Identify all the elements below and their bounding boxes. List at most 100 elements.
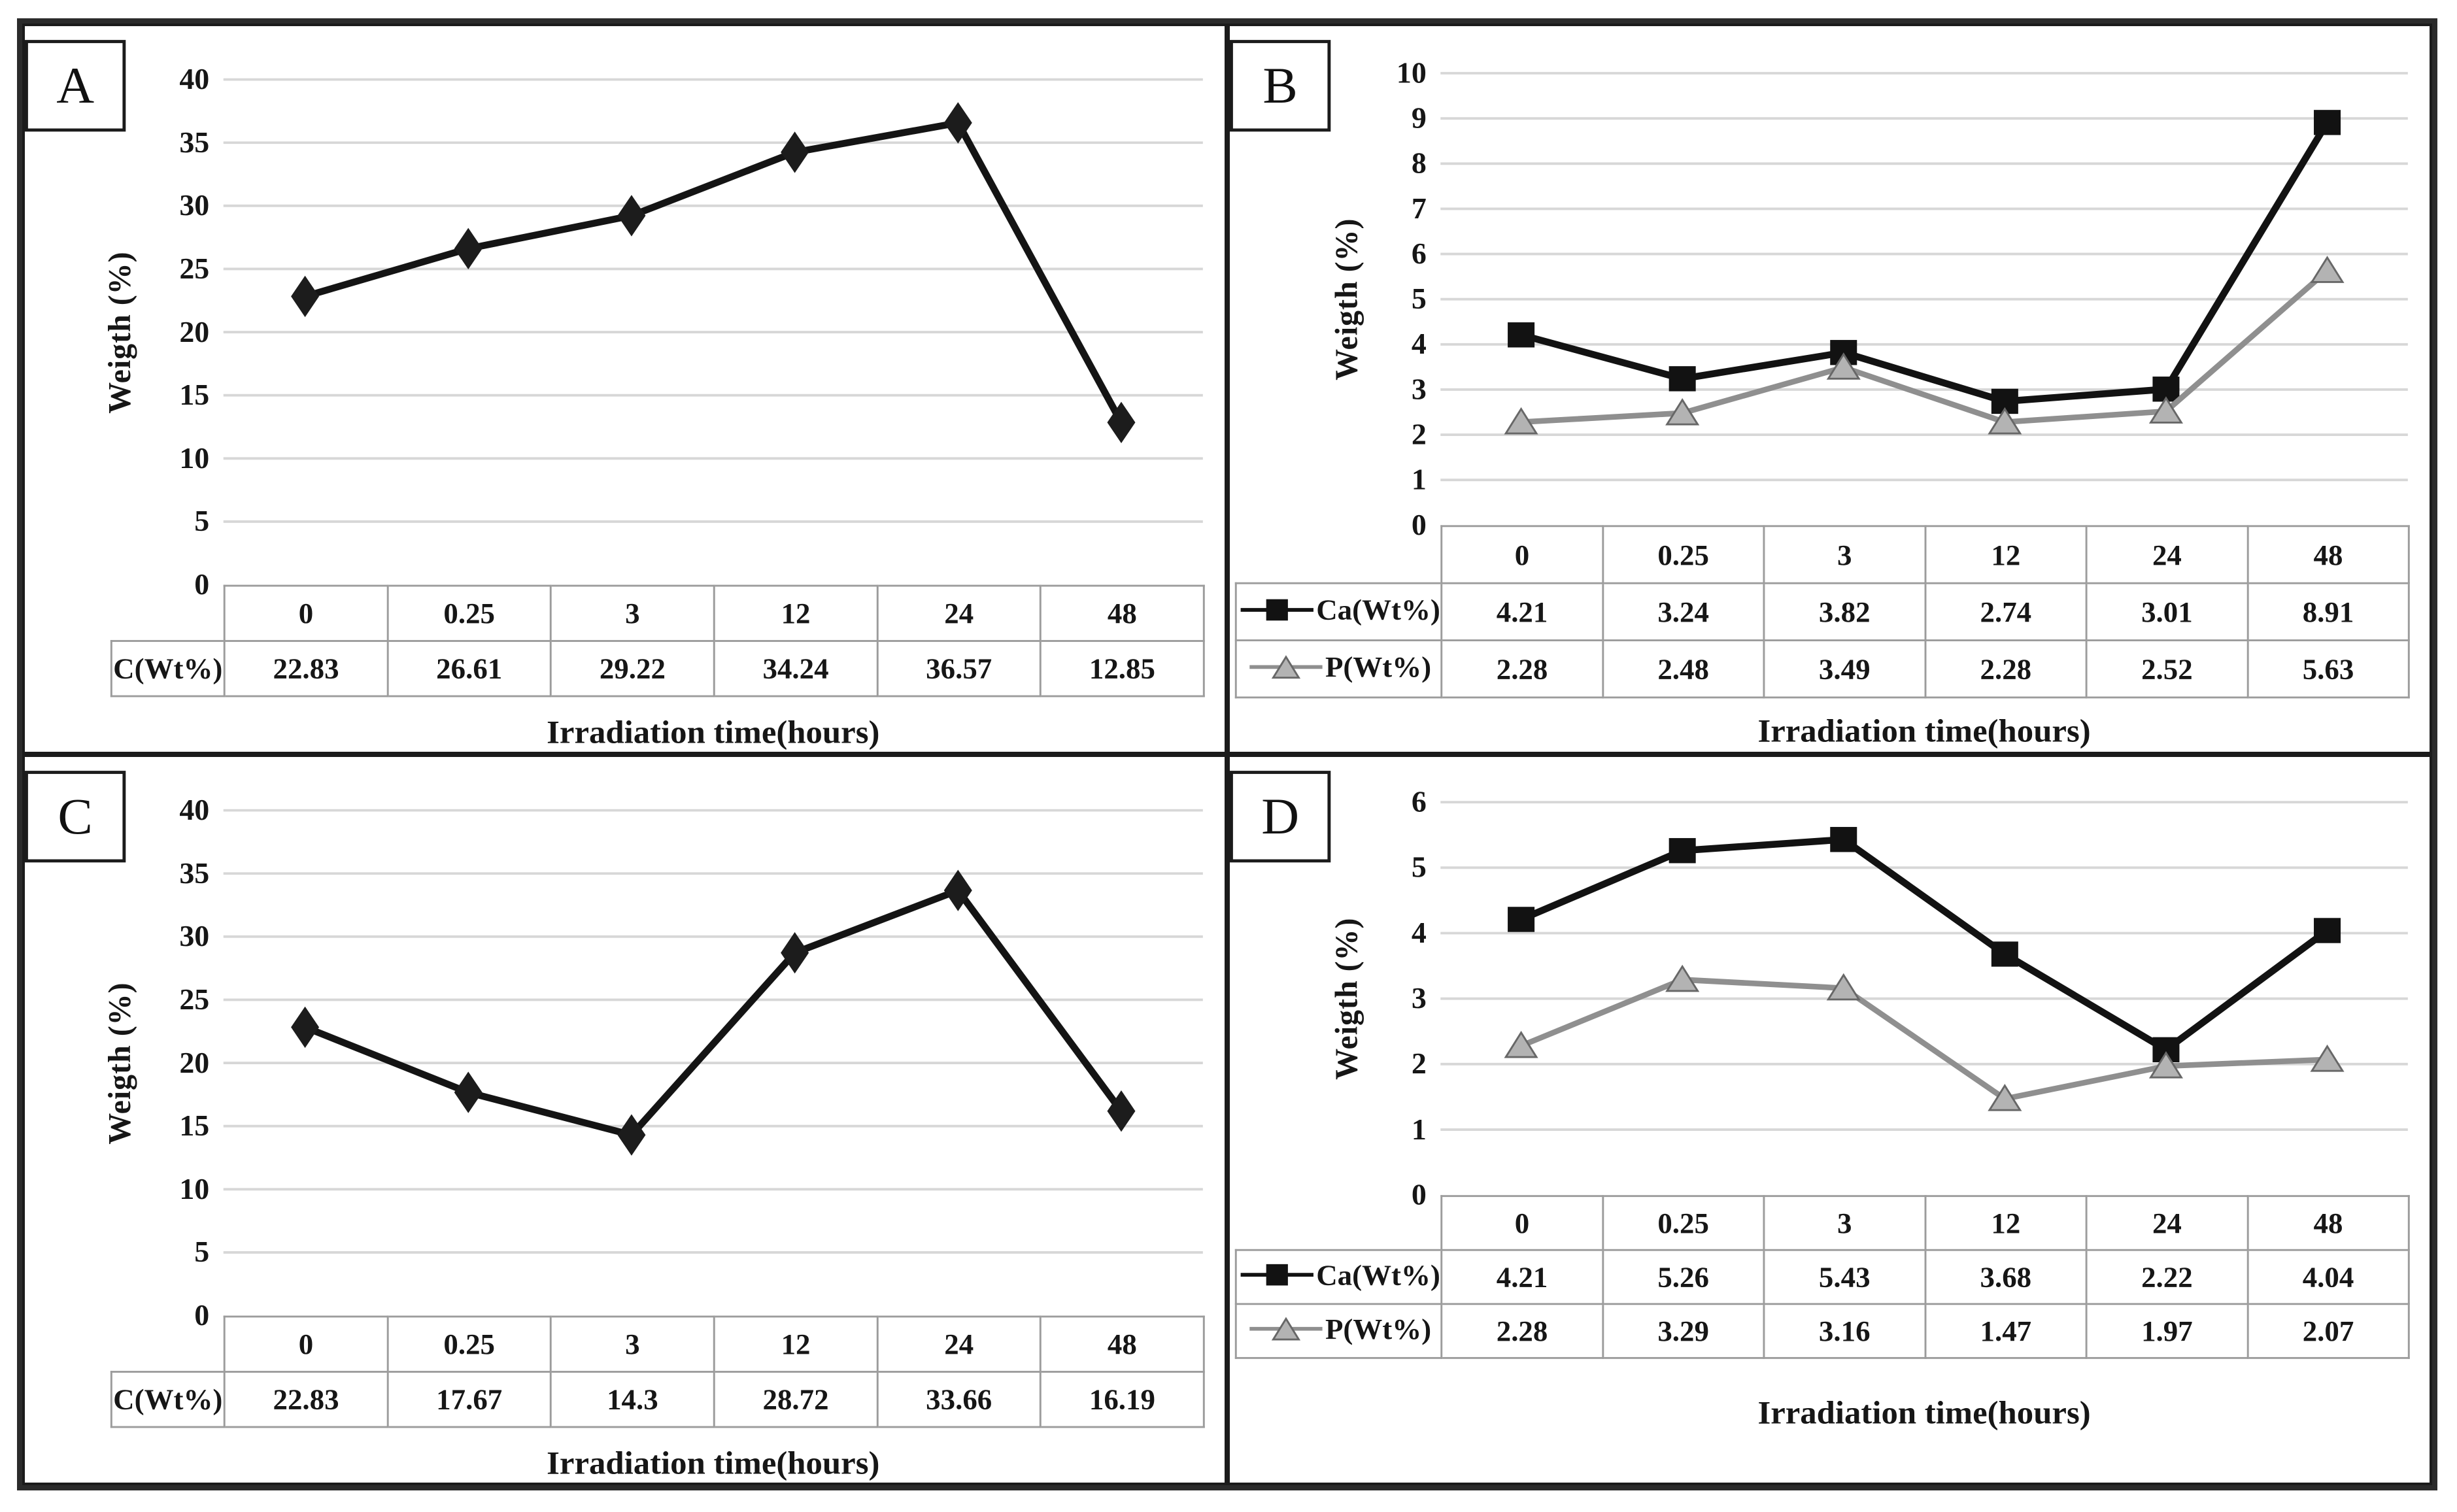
chart-canvas	[1440, 801, 2408, 1131]
data-table: 0 0.25 3 12 24 48 Ca(Wt%) 4.21 5.26 5.43 3.68 2.22 4…	[1234, 1195, 2410, 1359]
row-label-cell: C(Wt%)	[110, 1371, 226, 1428]
y-tick-label: 20	[179, 316, 210, 349]
value-cell: 4.04	[2246, 1249, 2410, 1305]
y-tick-label: 1	[1411, 1113, 1427, 1146]
series-name-label: P(Wt%)	[1325, 1313, 1432, 1345]
value-cell: 29.22	[550, 640, 715, 697]
x-category-cell: 0.25	[1601, 1195, 1765, 1251]
value-cell: 2.74	[1924, 582, 2088, 641]
y-tick-label: 35	[179, 126, 210, 160]
panel-label-box: A	[25, 40, 126, 132]
y-tick-label: 3	[1411, 373, 1427, 406]
data-table: 0 0.25 3 12 24 48 Ca(Wt%) 4.21 3.24 3.82 2.74 3.01 8…	[1234, 525, 2410, 699]
y-tick-label: 1	[1411, 463, 1427, 497]
x-category-cell: 48	[2246, 1195, 2410, 1251]
y-tick-label: 40	[179, 794, 210, 827]
value-cell: 34.24	[713, 640, 879, 697]
square-marker	[2314, 110, 2341, 135]
value-cell: 2.28	[1924, 639, 2088, 699]
value-cell: 22.83	[223, 640, 389, 697]
x-category-cell: 24	[876, 1315, 1042, 1373]
x-category-cell: 48	[1040, 584, 1205, 642]
x-category-cell: 24	[2085, 525, 2249, 584]
square-marker	[1991, 941, 2018, 967]
y-tick-label: 8	[1411, 147, 1427, 180]
value-cell: 28.72	[713, 1371, 879, 1428]
square-marker	[2314, 918, 2341, 943]
triangle-marker	[2148, 1050, 2183, 1079]
value-cell: 3.29	[1601, 1303, 1765, 1359]
value-cell: 22.83	[223, 1371, 389, 1428]
x-category-cell: 0	[1440, 525, 1604, 584]
diamond-marker	[1107, 401, 1136, 443]
panel-label: B	[1262, 57, 1298, 114]
value-cell: 2.28	[1440, 1303, 1604, 1359]
triangle-marker	[1504, 1030, 1538, 1058]
y-tick-label: 5	[194, 1235, 210, 1269]
value-cell: 16.19	[1040, 1371, 1205, 1428]
y-tick-label: 3	[1411, 982, 1427, 1015]
triangle-marker	[1988, 407, 2022, 435]
square-marker	[1830, 827, 1857, 852]
x-category-cell: 0.25	[386, 584, 552, 642]
y-tick-label: 6	[1411, 786, 1427, 819]
y-tick-label: 2	[1411, 418, 1427, 452]
value-cell: 3.82	[1763, 582, 1926, 641]
panel-label-box: C	[25, 771, 126, 863]
y-tick-label: 9	[1411, 102, 1427, 135]
y-tick-label: 10	[179, 1173, 210, 1206]
y-tick-label: 0	[194, 1299, 210, 1332]
y-tick-label: 25	[179, 983, 210, 1016]
diamond-marker	[781, 932, 809, 974]
value-cell: 3.68	[1924, 1249, 2088, 1305]
x-category-cell: 12	[1924, 1195, 2088, 1251]
value-cell: 5.63	[2246, 639, 2410, 699]
value-cell: 3.24	[1601, 582, 1765, 641]
x-category-cell: 3	[550, 1315, 715, 1373]
x-category-cell: 24	[876, 584, 1042, 642]
header-spacer-cell	[1236, 526, 1441, 583]
triangle-marker	[1988, 1084, 2022, 1111]
series-name-label: P(Wt%)	[1325, 650, 1432, 683]
y-tick-label: 0	[1411, 509, 1427, 542]
value-cell: 14.3	[550, 1371, 715, 1428]
square-marker	[1508, 907, 1535, 932]
value-cell: 2.28	[1440, 639, 1604, 699]
y-tick-label: 5	[194, 505, 210, 538]
row-label-cell: C(Wt%)	[110, 640, 226, 697]
diamond-marker	[291, 275, 320, 318]
gridlines	[1440, 801, 2408, 1131]
data-table: 0 0.25 3 12 24 48 C(Wt%) 22.83 17.67 14.3 28.72 33.…	[110, 1315, 1205, 1428]
triangle-marker	[2310, 1044, 2345, 1072]
series-p-wt	[1504, 964, 2345, 1111]
value-cell: 17.67	[386, 1371, 552, 1428]
value-cell: 4.21	[1440, 1249, 1604, 1305]
value-cell: 8.91	[2246, 582, 2410, 641]
legend-square-marker-icon	[1240, 599, 1314, 621]
triangle-marker	[1826, 352, 1861, 380]
x-category-cell: 12	[1924, 525, 2088, 584]
legend-triangle-marker-icon	[1249, 654, 1323, 679]
value-cell: 3.49	[1763, 639, 1926, 699]
x-category-cell: 12	[713, 1315, 879, 1373]
square-marker	[1508, 322, 1535, 348]
triangle-marker	[1665, 397, 1700, 426]
diamond-marker	[617, 195, 646, 237]
x-category-cell: 0.25	[386, 1315, 552, 1373]
value-cell: 4.21	[1440, 582, 1604, 641]
y-tick-label: 2	[1411, 1047, 1427, 1081]
x-category-cell: 0	[1440, 1195, 1604, 1251]
y-tick-label: 10	[1396, 57, 1427, 90]
header-spacer-cell	[1236, 1196, 1441, 1251]
series-c-wt	[291, 869, 1136, 1156]
value-cell: 2.48	[1601, 639, 1765, 699]
panel-label: D	[1261, 788, 1300, 845]
value-cell: 3.16	[1763, 1303, 1926, 1359]
y-tick-label: 10	[179, 442, 210, 475]
diamond-marker	[454, 227, 483, 270]
y-tick-label: 0	[1411, 1179, 1427, 1212]
y-tick-label: 40	[179, 63, 210, 96]
